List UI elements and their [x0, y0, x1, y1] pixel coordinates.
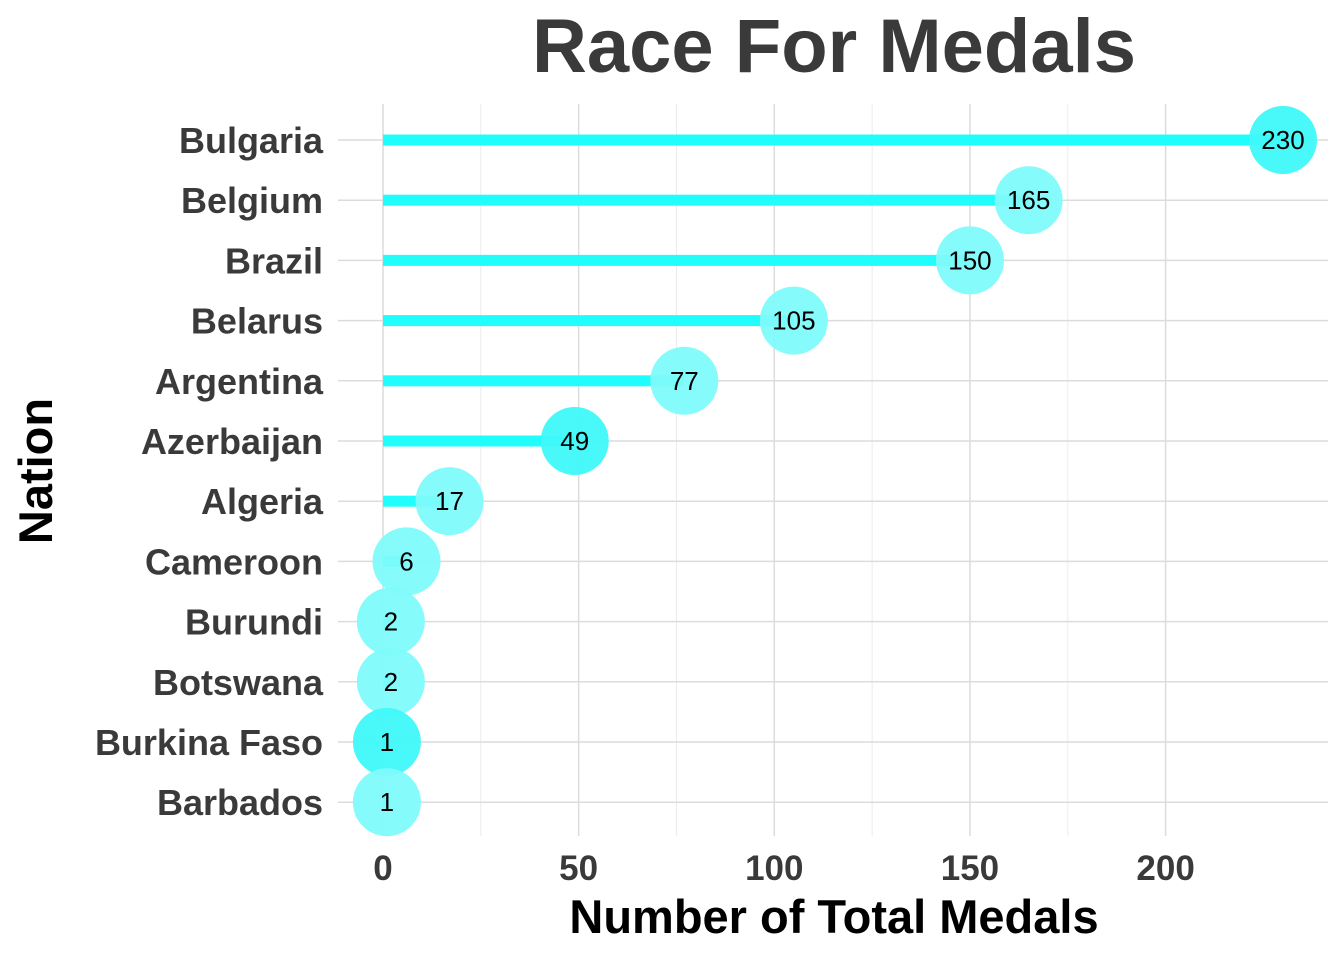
category-label: Belarus — [191, 301, 323, 342]
category-label: Burundi — [185, 602, 323, 643]
value-label: 1 — [380, 787, 394, 817]
x-tick-label: 150 — [941, 849, 999, 888]
lollipop-point — [356, 587, 425, 656]
category-label: Argentina — [155, 361, 324, 402]
category-label: Belgium — [181, 180, 323, 221]
category-label: Botswana — [153, 662, 324, 703]
chart-title: Race For Medals — [532, 4, 1136, 89]
lollipop-point — [352, 768, 421, 837]
value-label: 230 — [1261, 125, 1304, 155]
value-label: 6 — [399, 546, 413, 576]
lollipop-point — [759, 286, 828, 355]
lollipop-stem — [383, 375, 685, 387]
marks-layer — [352, 106, 1317, 837]
x-tick-label: 200 — [1136, 849, 1194, 888]
lollipop-point — [994, 166, 1063, 235]
x-tick-label: 50 — [559, 849, 598, 888]
value-label: 2 — [384, 607, 398, 637]
lollipop-point — [540, 407, 609, 475]
value-label: 105 — [772, 306, 815, 336]
lollipop-stem — [383, 254, 970, 266]
lollipop-point — [352, 708, 421, 776]
value-label: 165 — [1007, 185, 1050, 215]
value-label: 49 — [560, 426, 589, 456]
value-label: 17 — [435, 486, 464, 516]
grid-layer — [338, 104, 1328, 836]
category-label: Algeria — [201, 481, 324, 522]
category-label: Cameroon — [145, 541, 323, 582]
value-label: 2 — [384, 667, 398, 697]
lollipop-stem — [383, 194, 1029, 206]
x-tick-label: 0 — [373, 849, 392, 888]
x-axis-title: Number of Total Medals — [569, 890, 1098, 943]
category-label: Azerbaijan — [141, 421, 323, 462]
labels-layer: 0 50 100 150 200 Bulgaria Belgium Brazil Belarus… — [95, 120, 1305, 888]
lollipop-stem — [383, 435, 575, 447]
category-label: Burkina Faso — [95, 722, 323, 763]
value-label: 1 — [380, 727, 394, 757]
value-label: 150 — [948, 245, 991, 275]
lollipop-point — [935, 226, 1004, 295]
y-axis-title: Nation — [9, 398, 62, 544]
x-tick-label: 100 — [745, 849, 803, 888]
lollipop-stem — [383, 134, 1283, 146]
lollipop-stem — [383, 315, 794, 327]
lollipop-point — [356, 647, 425, 716]
lollipop-point — [650, 346, 719, 415]
category-label: Barbados — [157, 782, 323, 823]
category-label: Brazil — [225, 240, 323, 281]
value-label: 77 — [670, 366, 699, 396]
lollipop-point — [1249, 106, 1317, 174]
category-label: Bulgaria — [179, 120, 324, 161]
lollipop-point — [372, 527, 441, 596]
lollipop-point — [415, 467, 484, 536]
